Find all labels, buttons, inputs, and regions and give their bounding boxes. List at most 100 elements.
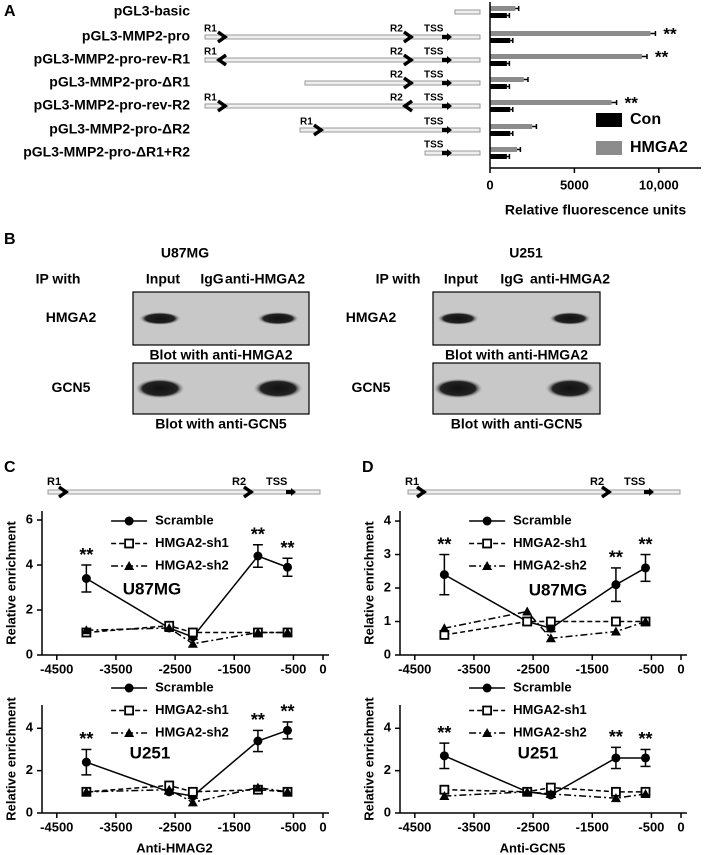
x-tick-label: -4500 <box>40 661 73 676</box>
tss-arrow <box>442 151 447 155</box>
x-tick-label: -2500 <box>516 661 549 676</box>
protein-label: GCN5 <box>52 379 91 395</box>
promoter-label: R1 <box>405 476 419 488</box>
marker <box>252 782 263 792</box>
tss-arrow <box>442 128 447 132</box>
x-tick-label: -3500 <box>99 819 132 834</box>
marker <box>124 561 135 570</box>
region-arrow <box>215 53 228 67</box>
y-tick-label: 0 <box>384 646 391 661</box>
tss-arrow <box>442 58 447 62</box>
tss-arrow <box>442 104 447 108</box>
tss-arrow <box>447 33 452 41</box>
region-arrow <box>402 30 415 44</box>
ip-label: IP with <box>36 271 81 287</box>
significance-label: ** <box>437 534 451 554</box>
construct-label: R2 <box>390 93 403 104</box>
marker <box>522 786 533 796</box>
bar <box>490 131 511 136</box>
marker <box>482 705 493 716</box>
promoter-line <box>204 57 481 63</box>
bar <box>490 54 642 59</box>
marker <box>482 516 492 526</box>
cell-line-label: U251 <box>518 743 559 762</box>
construct-label: R1 <box>204 93 217 104</box>
lane-label: IgG <box>500 271 523 287</box>
construct-label: R1 <box>204 47 217 58</box>
promoter-label: R1 <box>47 476 61 488</box>
y-axis-title: Relative enrichment <box>361 521 376 645</box>
x-tick-label: 0 <box>677 819 684 834</box>
region-arrow <box>415 485 428 499</box>
construct-label: TSS <box>424 93 444 104</box>
promoter-line <box>424 150 481 156</box>
y-tick-label: 2 <box>384 579 391 594</box>
region-arrow <box>216 30 229 44</box>
significance-label: ** <box>251 710 265 730</box>
legend-label: Con <box>630 111 661 128</box>
cell-line-label: U87MG <box>529 580 588 599</box>
legend-label: Scramble <box>513 512 572 527</box>
region-arrow <box>401 99 414 113</box>
y-tick-label: 0 <box>384 804 391 819</box>
y-tick-label: 3 <box>384 546 391 561</box>
promoter-line <box>204 34 481 40</box>
x-tick-label: -4500 <box>398 819 431 834</box>
bar <box>490 147 518 152</box>
marker <box>439 623 450 633</box>
marker <box>522 606 533 616</box>
x-tick-label: -3500 <box>457 819 490 834</box>
bar <box>490 61 507 66</box>
promoter-line <box>407 489 681 495</box>
region-arrow <box>216 99 229 113</box>
blot-band <box>135 378 185 399</box>
bar <box>490 107 511 112</box>
legend-label: HMGA2-sh1 <box>155 535 229 550</box>
category-label: pGL3-MMP2-pro-ΔR1 <box>49 74 190 90</box>
cell-line-label: U251 <box>509 245 543 261</box>
blot-band <box>253 378 303 399</box>
blot-caption: Blot with anti-HMGA2 <box>445 347 588 363</box>
x-tick-label: -1500 <box>218 661 251 676</box>
x-tick-label: 10,000 <box>639 177 679 192</box>
lane-label: IgG <box>200 271 223 287</box>
significance-label: ** <box>79 545 93 565</box>
marker <box>439 570 449 580</box>
promoter-line <box>47 489 321 495</box>
x-tick-label: -1500 <box>576 661 609 676</box>
marker <box>81 786 92 796</box>
promoter-line <box>304 80 481 86</box>
promoter-label: TSS <box>624 476 645 488</box>
y-tick-label: 4 <box>384 512 392 527</box>
category-label: pGL3-MMP2-pro-ΔR1+R2 <box>23 144 190 160</box>
region-arrow <box>312 123 325 137</box>
y-axis-title: Relative enrichment <box>3 697 18 821</box>
lane-label: anti-HMGA2 <box>225 271 305 287</box>
marker <box>545 616 556 627</box>
tss-arrow <box>447 102 452 110</box>
promoter-line <box>454 9 481 15</box>
legend-label: Scramble <box>513 679 572 694</box>
x-axis-title: Anti-HMAG2 <box>136 840 213 855</box>
construct-label: R2 <box>390 47 403 58</box>
y-axis-title: Relative enrichment <box>361 697 376 821</box>
marker <box>283 725 293 735</box>
region-arrow <box>600 485 613 499</box>
x-tick-label: -1500 <box>218 819 251 834</box>
legend-label: HMGA2-sh2 <box>513 724 587 739</box>
bar <box>490 77 524 82</box>
marker <box>439 791 450 801</box>
x-tick-label: -3500 <box>99 661 132 676</box>
significance-label: ** <box>625 93 639 112</box>
x-tick-label: -500 <box>280 819 306 834</box>
promoter-line <box>204 103 481 109</box>
construct-label: TSS <box>424 47 444 58</box>
promoter-label: R2 <box>590 476 604 488</box>
tss-arrow <box>447 79 452 87</box>
significance-label: ** <box>663 24 677 43</box>
tss-arrow <box>649 488 654 496</box>
promoter-line <box>299 127 481 133</box>
panel-label: A <box>4 3 16 20</box>
marker <box>252 627 263 637</box>
